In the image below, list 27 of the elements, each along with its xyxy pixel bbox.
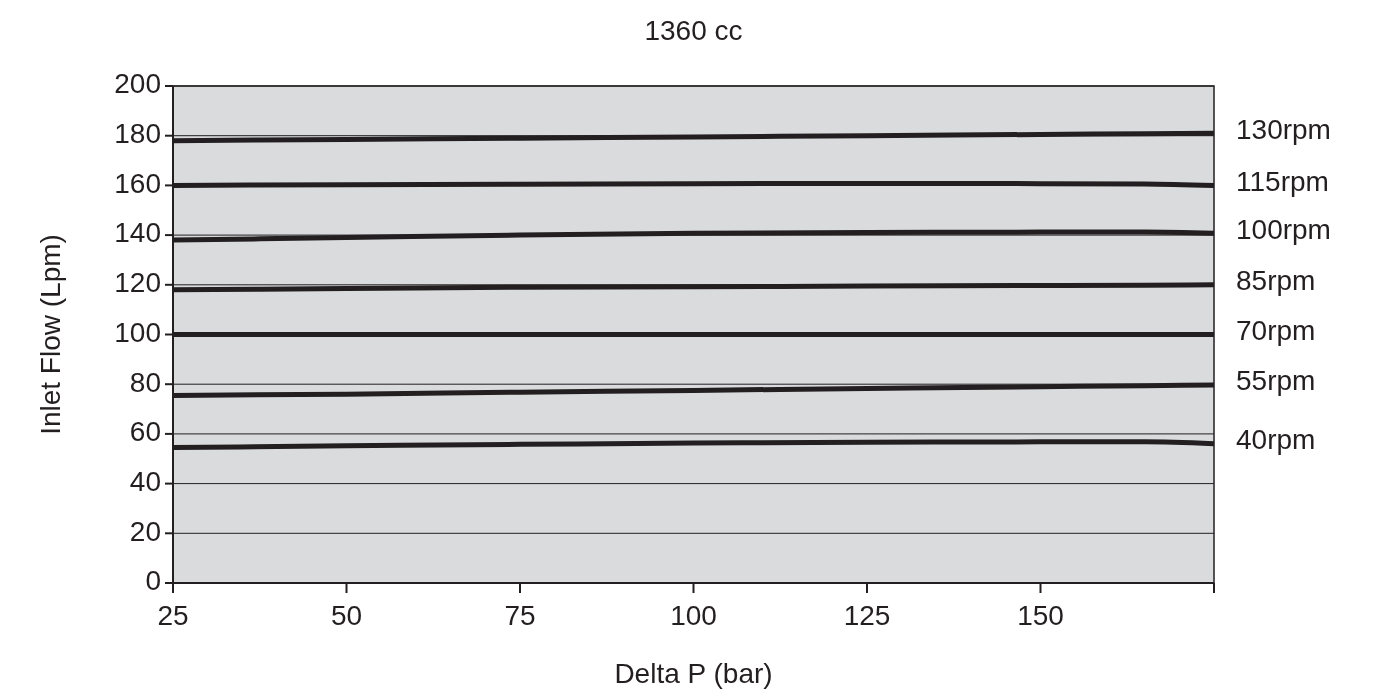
series-label: 130rpm <box>1236 113 1331 145</box>
y-axis-title: Inlet Flow (Lpm) <box>35 234 66 435</box>
series-label: 40rpm <box>1236 424 1316 456</box>
x-tick-label: 125 <box>843 600 891 631</box>
series-label: 55rpm <box>1236 365 1316 397</box>
y-tick-label: 180 <box>114 118 161 150</box>
series-label: 100rpm <box>1236 213 1331 245</box>
x-tick-label: 75 <box>504 600 536 631</box>
series-label: 115rpm <box>1236 165 1329 197</box>
x-tick-label: 100 <box>670 600 717 631</box>
chart-title: 1360 cc <box>644 15 743 46</box>
x-axis-title: Delta P (bar) <box>614 658 773 689</box>
y-tick-label: 0 <box>145 565 161 597</box>
series-label: 85rpm <box>1236 265 1316 297</box>
y-tick-label: 80 <box>129 366 161 398</box>
y-tick-label: 140 <box>114 217 161 249</box>
x-tick-label: 50 <box>330 600 363 631</box>
y-tick-label: 120 <box>114 267 161 299</box>
y-tick-label: 160 <box>114 167 161 199</box>
y-tick-label: 40 <box>129 465 161 497</box>
y-tick-label: 200 <box>114 68 161 100</box>
y-tick-label: 100 <box>114 316 161 348</box>
y-tick-label: 20 <box>129 515 161 547</box>
x-tick-label: 25 <box>157 600 189 631</box>
series-label: 70rpm <box>1236 314 1316 346</box>
x-tick-label: 150 <box>1017 600 1064 631</box>
y-tick-label: 60 <box>129 416 161 448</box>
